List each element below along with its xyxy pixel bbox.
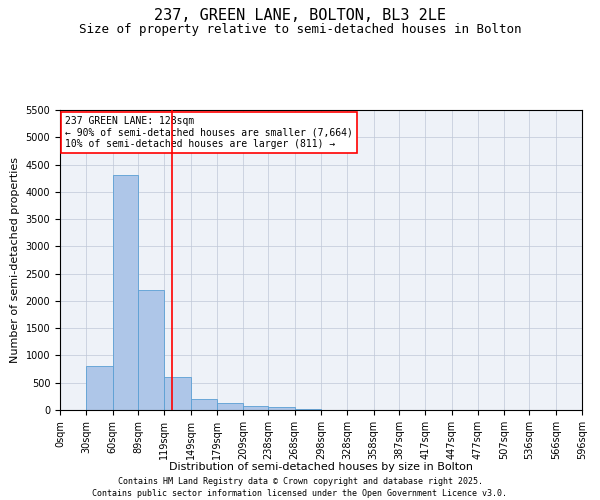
Bar <box>113 176 138 410</box>
Text: Contains HM Land Registry data © Crown copyright and database right 2025.
Contai: Contains HM Land Registry data © Crown c… <box>92 476 508 498</box>
Bar <box>86 366 113 410</box>
Text: 237, GREEN LANE, BOLTON, BL3 2LE: 237, GREEN LANE, BOLTON, BL3 2LE <box>154 8 446 22</box>
Text: 237 GREEN LANE: 128sqm
← 90% of semi-detached houses are smaller (7,664)
10% of : 237 GREEN LANE: 128sqm ← 90% of semi-det… <box>65 116 353 149</box>
Bar <box>268 408 295 410</box>
Bar <box>191 399 217 410</box>
Bar <box>164 378 191 410</box>
Bar <box>217 403 243 410</box>
Y-axis label: Number of semi-detached properties: Number of semi-detached properties <box>10 157 20 363</box>
Bar <box>138 290 164 410</box>
X-axis label: Distribution of semi-detached houses by size in Bolton: Distribution of semi-detached houses by … <box>169 462 473 472</box>
Bar <box>243 406 268 410</box>
Text: Size of property relative to semi-detached houses in Bolton: Size of property relative to semi-detach… <box>79 22 521 36</box>
